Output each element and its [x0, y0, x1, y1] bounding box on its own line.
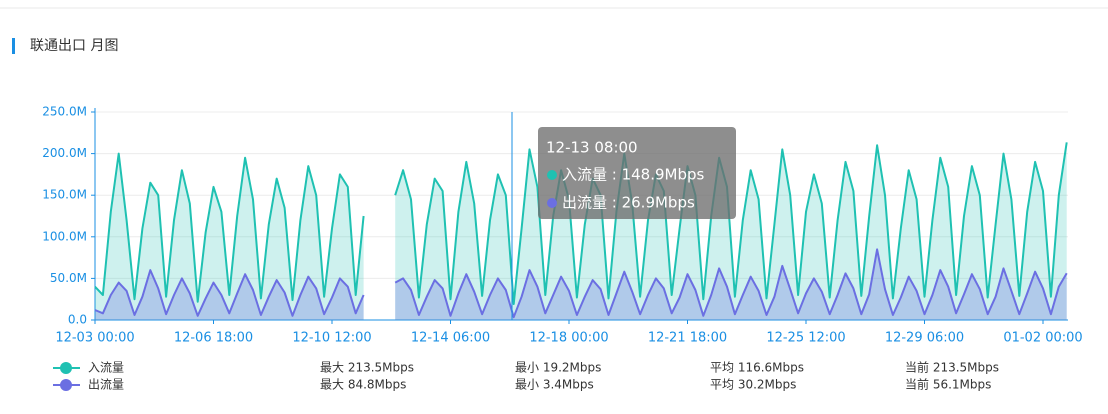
- line: [94, 142, 1068, 305]
- y-tick-label: 250.0M: [42, 105, 87, 119]
- x-tick-label: 12-29 06:00: [885, 331, 964, 346]
- y-tick-label: 0.0: [68, 313, 87, 327]
- x-tick-label: 01-02 00:00: [1003, 331, 1082, 346]
- tooltip-dot: [547, 170, 557, 180]
- legend-dot: [60, 362, 72, 374]
- legend-stat: 最大 84.8Mbps: [320, 378, 406, 392]
- legend-stat: 当前 213.5Mbps: [905, 360, 999, 375]
- tooltip-title: 12-13 08:00: [546, 139, 638, 157]
- x-tick-label: 12-21 18:00: [648, 331, 727, 346]
- x-tick-label: 12-06 18:00: [174, 331, 253, 346]
- y-tick-label: 100.0M: [42, 229, 87, 243]
- area: [95, 249, 1067, 320]
- title-bar: [12, 38, 15, 54]
- legend-label: 出流量: [88, 378, 124, 392]
- legend-stat: 最小 19.2Mbps: [515, 361, 601, 375]
- line: [94, 248, 1068, 319]
- legend-stat: 最小 3.4Mbps: [515, 378, 594, 392]
- legend-label: 入流量: [88, 361, 124, 375]
- legend-stat: 平均 116.6Mbps: [710, 361, 804, 375]
- x-tick-label: 12-10 12:00: [292, 331, 371, 346]
- tooltip-item: 出流量 : 26.9Mbps: [562, 194, 695, 212]
- x-tick-label: 12-14 06:00: [411, 331, 490, 346]
- legend-dot: [60, 379, 72, 391]
- legend-stat: 最大 213.5Mbps: [320, 361, 414, 375]
- legend-stat: 当前 56.1Mbps: [905, 377, 991, 392]
- tooltip: [538, 127, 736, 219]
- legend-stat: 平均 30.2Mbps: [710, 378, 796, 392]
- tooltip-dot: [547, 198, 557, 208]
- x-tick-label: 12-18 00:00: [529, 331, 608, 346]
- chart-title: 联通出口 月图: [30, 38, 118, 54]
- y-tick-label: 150.0M: [42, 188, 87, 202]
- area: [95, 142, 1067, 320]
- y-tick-label: 50.0M: [50, 271, 87, 285]
- tooltip-item: 入流量 : 148.9Mbps: [562, 166, 705, 184]
- x-tick-label: 12-25 12:00: [766, 331, 845, 346]
- y-tick-label: 200.0M: [42, 146, 87, 160]
- x-tick-label: 12-03 00:00: [55, 331, 134, 346]
